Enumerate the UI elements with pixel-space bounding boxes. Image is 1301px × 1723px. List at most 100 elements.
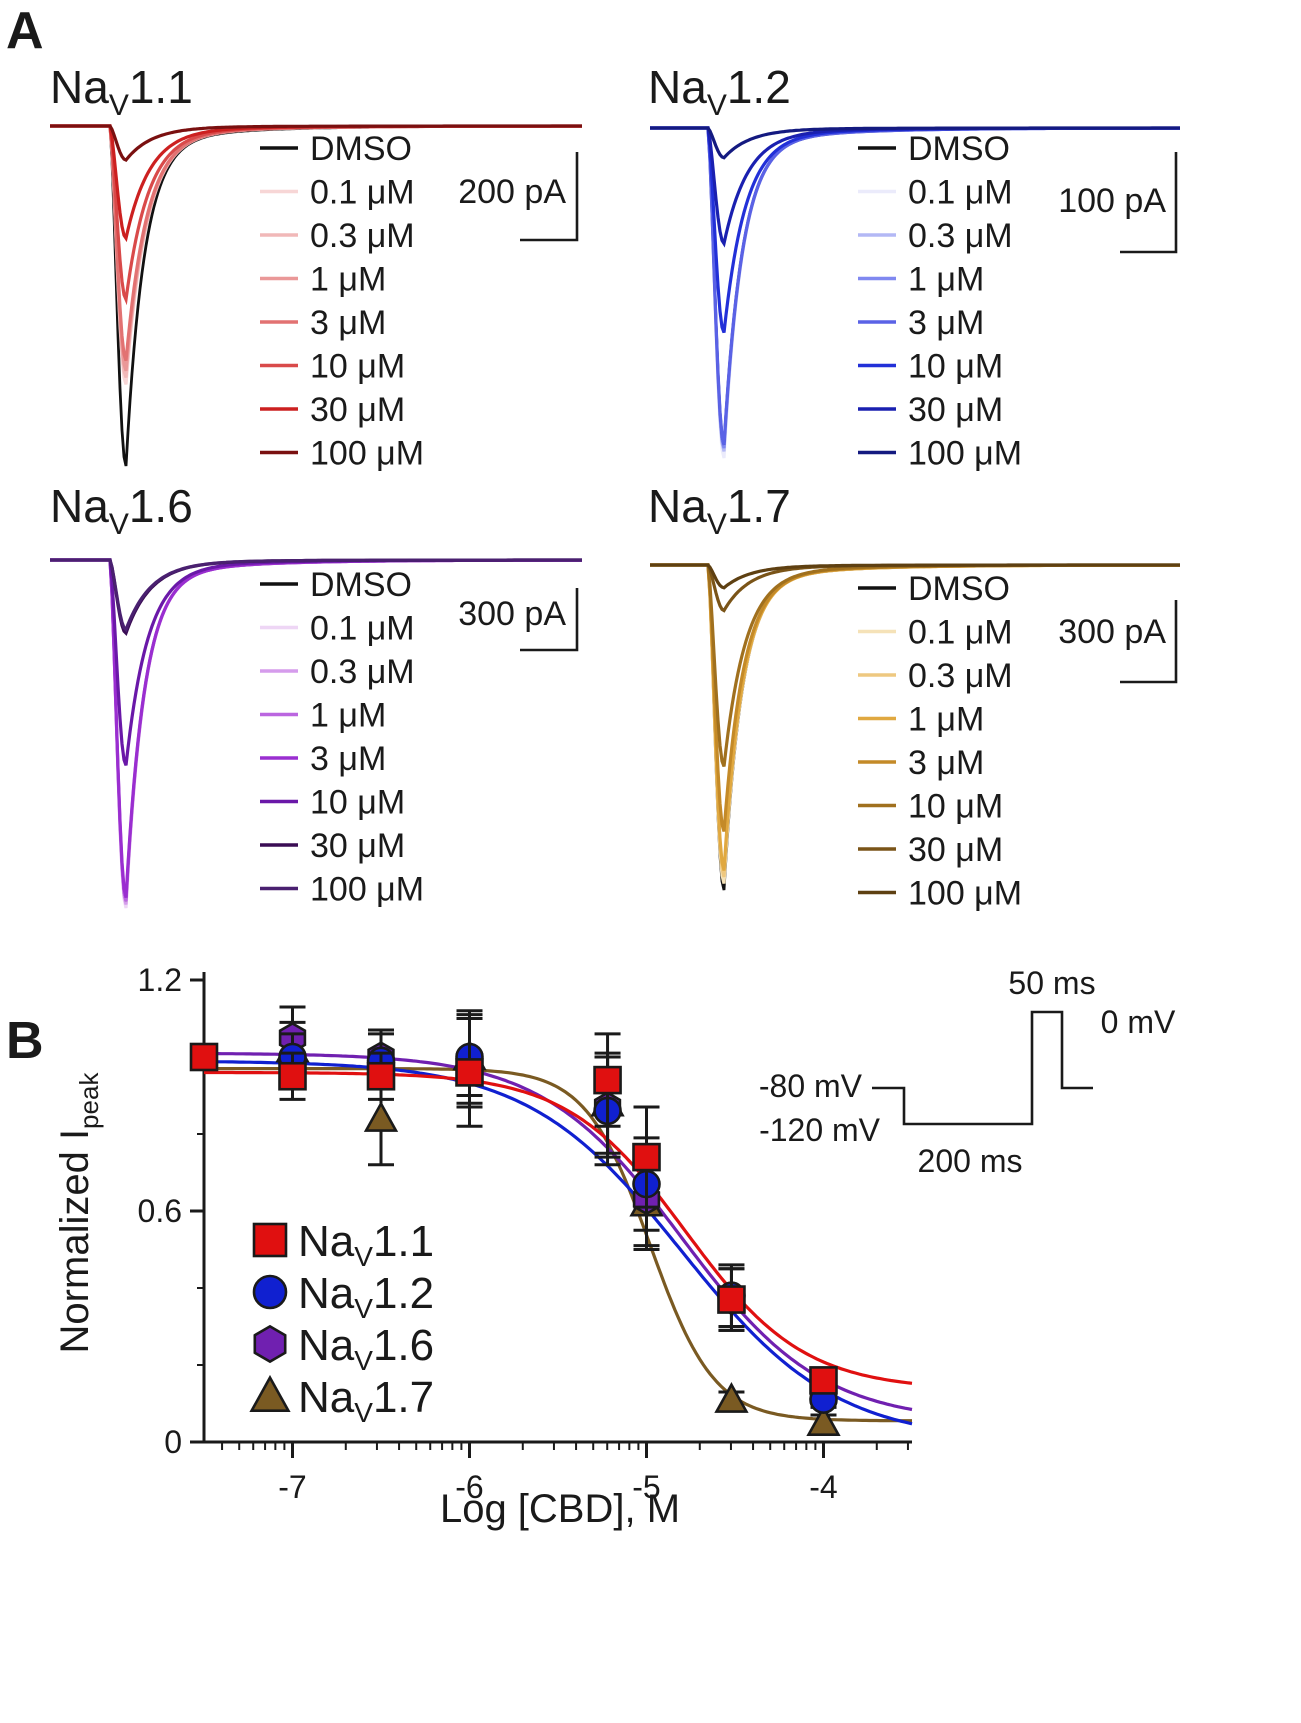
legend-label-30-um: 30 μM (310, 391, 405, 429)
legend-label-10-um: 10 μM (908, 348, 1003, 386)
legend-marker-nav1-6 (253, 1324, 287, 1364)
title-base: Na (648, 480, 707, 532)
title-subscript: V (109, 89, 129, 122)
data-point-nav1-1 (809, 1366, 838, 1395)
hyperpolarizing-step-label: -120 mV (759, 1112, 881, 1148)
legend-label-100-um: 100 μM (310, 435, 424, 473)
legend-label-10-um: 10 μM (908, 788, 1003, 826)
data-point-nav1-1 (366, 1061, 396, 1091)
test-duration-label: 50 ms (1008, 965, 1095, 1001)
legend-label-dmso: DMSO (908, 130, 1010, 168)
scale-bar (1120, 600, 1178, 684)
legend-label-nav1-2: NaV1.2 (298, 1269, 434, 1324)
y-label-base: Normalized I (53, 1129, 97, 1354)
data-point-nav1-1 (632, 1142, 661, 1172)
hyperpolarizing-duration-label: 200 ms (918, 1143, 1023, 1179)
trace-panel-nav1-1: NaV1.1 DMSO 0.1 μM 0.3 μM 1 μM 3 μM 10 μM 30 μM… (50, 61, 582, 473)
legend-label-dmso: DMSO (310, 566, 412, 604)
legend-label-nav1-6: NaV1.6 (298, 1321, 434, 1376)
title-suffix: 1.2 (727, 61, 791, 113)
data-point-nav1-1 (189, 1042, 219, 1072)
legend-label-0-3-um: 0.3 μM (310, 217, 415, 255)
x-tick-label: -6 (455, 1469, 483, 1505)
trace-100-um (50, 558, 582, 633)
x-tick-label: -7 (278, 1469, 306, 1505)
legend-marker-nav1-2 (252, 1274, 288, 1310)
fit-curve-nav1-2 (204, 1060, 913, 1426)
scale-bar-label: 300 pA (458, 595, 566, 633)
holding-potential-label: -80 mV (759, 1068, 863, 1104)
scale-bar (520, 588, 579, 652)
legend-label-0-1-um: 0.1 μM (310, 610, 415, 648)
fit-curve-nav1-7 (204, 1067, 912, 1423)
trace-100-um (650, 126, 1180, 160)
data-point-nav1-1 (455, 1058, 484, 1087)
title-suffix: 1.7 (727, 480, 791, 532)
legend-marker-nav1-7 (249, 1374, 291, 1413)
legend-label-100-um: 100 μM (908, 875, 1022, 913)
legend-label-nav1-1: NaV1.1 (298, 1217, 434, 1272)
trace-panel-title: NaV1.2 (648, 61, 791, 122)
legend-label-1-um: 1 μM (908, 701, 984, 739)
voltage-protocol: -80 mV -120 mV 200 ms 50 ms0 mV (759, 965, 1176, 1179)
legend-label-100-um: 100 μM (908, 435, 1022, 473)
title-subscript: V (707, 89, 727, 122)
title-base: Na (50, 61, 109, 113)
data-point-nav1-1 (593, 1065, 622, 1095)
legend-label-1-um: 1 μM (310, 697, 386, 735)
legend-label-3-um: 3 μM (908, 744, 984, 782)
test-potential-label: 0 mV (1101, 1004, 1176, 1040)
data-point-nav1-1 (717, 1285, 746, 1314)
legend-label-0-3-um: 0.3 μM (908, 217, 1013, 255)
legend-label-dmso: DMSO (310, 130, 412, 168)
title-subscript: V (109, 508, 129, 541)
data-point-nav1-7 (714, 1382, 749, 1413)
legend-marker-nav1-1 (252, 1222, 288, 1258)
legend-label-10-um: 10 μM (310, 348, 405, 386)
panel-a-label: A (6, 2, 44, 60)
trace-panel-title: NaV1.6 (50, 480, 193, 541)
trace-panel-title: NaV1.7 (648, 480, 791, 541)
legend-label-30-um: 30 μM (310, 827, 405, 865)
protocol-waveform (872, 1010, 1093, 1126)
trace-100-um (50, 124, 582, 162)
scale-bar-label: 200 pA (458, 173, 566, 211)
x-axis-label: Log [CBD], M (440, 1487, 680, 1531)
trace-100-um (650, 563, 1180, 590)
legend-label-dmso: DMSO (908, 570, 1010, 608)
scale-bar-label: 100 pA (1058, 182, 1166, 220)
legend-label-1-um: 1 μM (908, 261, 984, 299)
legend-label-1-um: 1 μM (310, 261, 386, 299)
scale-bar-label: 300 pA (1058, 613, 1166, 651)
y-tick-label: 0 (164, 1424, 182, 1460)
title-subscript: V (707, 508, 727, 541)
trace-panel-nav1-2: NaV1.2 DMSO 0.1 μM 0.3 μM 1 μM 3 μM 10 μM 30 μM… (648, 61, 1180, 473)
x-tick-label: -5 (632, 1469, 660, 1505)
title-suffix: 1.6 (129, 480, 193, 532)
legend-label-3-um: 3 μM (310, 304, 386, 342)
legend-label-100-um: 100 μM (310, 871, 424, 909)
y-tick-label: 0.6 (138, 1193, 182, 1229)
title-suffix: 1.1 (129, 61, 193, 113)
legend-label-0-1-um: 0.1 μM (310, 174, 415, 212)
title-base: Na (648, 61, 707, 113)
trace-panel-nav1-7: NaV1.7 DMSO 0.1 μM 0.3 μM 1 μM 3 μM 10 μM 30 μM… (648, 480, 1180, 913)
y-axis-label: Normalized Ipeak (53, 1072, 104, 1354)
legend-label-3-um: 3 μM (310, 740, 386, 778)
legend-label-nav1-7: NaV1.7 (298, 1373, 434, 1428)
legend-label-10-um: 10 μM (310, 784, 405, 822)
y-tick-label: 1.2 (138, 962, 182, 998)
legend-label-0-3-um: 0.3 μM (310, 653, 415, 691)
panel-b-label: B (6, 1012, 44, 1070)
legend-label-30-um: 30 μM (908, 831, 1003, 869)
x-tick-label: -4 (809, 1469, 837, 1505)
legend-label-0-1-um: 0.1 μM (908, 614, 1013, 652)
scale-bar (520, 152, 579, 242)
scale-bar (1120, 152, 1178, 254)
dose-response-chart: 0 0.6 1.2 -7 -6 -5 -4 Log [CBD], M Normalized Ip… (53, 962, 1176, 1531)
fit-curve-nav1-1 (204, 1070, 913, 1385)
trace-panel-nav1-6: NaV1.6 DMSO 0.1 μM 0.3 μM 1 μM 3 μM 10 μM 30 μM… (50, 480, 582, 909)
y-label-subscript: peak (74, 1072, 104, 1129)
